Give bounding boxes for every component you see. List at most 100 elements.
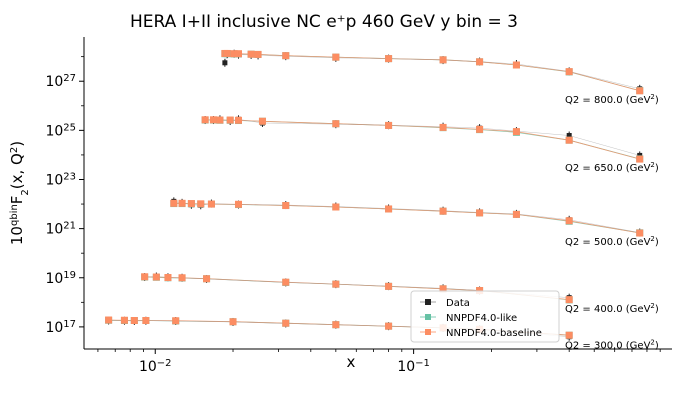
baseline-point <box>512 210 520 218</box>
baseline-point <box>170 199 178 207</box>
baseline-point <box>512 128 520 136</box>
baseline-point <box>385 322 393 330</box>
x-tick-label: 10−2 <box>139 358 172 376</box>
x-axis-label: x <box>347 353 356 371</box>
legend-entry-baseline: NNPDF4.0-baseline <box>420 328 542 339</box>
baseline-point <box>565 136 573 144</box>
baseline-point <box>385 282 393 290</box>
baseline-point <box>636 229 644 237</box>
x-tick-label: 10−1 <box>397 358 430 376</box>
baseline-point <box>142 317 150 325</box>
q2-label: Q2 = 500.0 (GeV2) <box>565 235 659 248</box>
y-tick-label: 1025 <box>45 122 76 140</box>
series-line-data <box>205 119 640 156</box>
baseline-point <box>282 278 290 286</box>
baseline-point <box>282 202 290 210</box>
baseline-point <box>209 116 217 124</box>
baseline-point <box>636 87 644 95</box>
baseline-point <box>141 273 149 281</box>
baseline-point <box>439 207 447 215</box>
chart-title: HERA I+II inclusive NC e⁺p 460 GeV y bin… <box>130 12 518 32</box>
baseline-point <box>439 56 447 64</box>
baseline-point <box>120 316 128 324</box>
baseline-point <box>332 203 340 211</box>
plot-area: Q2 = 300.0 (GeV2) Q2 = 400.0 (GeV2) Q2 = 5… <box>105 49 659 352</box>
series-line-like <box>205 119 640 160</box>
legend-marker-baseline <box>425 329 431 335</box>
baseline-point <box>172 317 180 325</box>
baseline-point <box>226 116 234 124</box>
baseline-point <box>178 199 186 207</box>
baseline-point <box>565 296 573 304</box>
baseline-point <box>229 318 237 326</box>
baseline-point <box>332 280 340 288</box>
q2-group: Q2 = 300.0 (GeV2) <box>105 316 659 352</box>
baseline-point <box>258 117 266 125</box>
baseline-point <box>130 317 138 325</box>
baseline-point <box>282 52 290 60</box>
baseline-point <box>565 331 573 339</box>
baseline-point <box>178 274 186 282</box>
baseline-point <box>332 321 340 329</box>
legend-label-like: NNPDF4.0-like <box>446 313 517 324</box>
baseline-point <box>234 116 242 124</box>
x-axis-ticks: 10−2 10−1 <box>97 349 661 376</box>
baseline-point <box>164 274 172 282</box>
baseline-point <box>234 200 242 208</box>
y-tick-label: 1027 <box>45 73 76 91</box>
baseline-point <box>512 61 520 69</box>
q2-group: Q2 = 650.0 (GeV2) <box>201 115 659 174</box>
baseline-point <box>439 123 447 131</box>
legend-marker-like <box>425 314 431 320</box>
baseline-point <box>234 50 242 58</box>
baseline-point <box>230 50 238 58</box>
legend-marker-data <box>425 299 431 305</box>
baseline-point <box>152 273 160 281</box>
baseline-point <box>439 285 447 293</box>
legend-label-baseline: NNPDF4.0-baseline <box>446 328 542 339</box>
y-tick-label: 1019 <box>45 269 76 287</box>
legend-entry-like: NNPDF4.0-like <box>420 313 517 324</box>
baseline-point <box>223 49 231 57</box>
q2-label: Q2 = 400.0 (GeV2) <box>565 302 659 315</box>
baseline-point <box>476 209 484 217</box>
legend: Data NNPDF4.0-like NNPDF4.0-baseline <box>410 290 560 343</box>
baseline-point <box>187 200 195 208</box>
baseline-point <box>207 200 215 208</box>
data-point <box>566 133 572 139</box>
baseline-point <box>565 68 573 76</box>
q2-group: Q2 = 800.0 (GeV2) <box>221 49 659 106</box>
baseline-point <box>476 58 484 66</box>
legend-label-data: Data <box>446 298 470 309</box>
baseline-point <box>201 116 209 124</box>
q2-group: Q2 = 500.0 (GeV2) <box>170 197 659 248</box>
baseline-point <box>254 50 262 58</box>
y-tick-label: 1021 <box>45 220 76 238</box>
data-point <box>222 60 228 66</box>
series-line-data <box>173 201 640 233</box>
baseline-point <box>105 316 113 324</box>
baseline-point <box>332 53 340 61</box>
baseline-point <box>203 275 211 283</box>
baseline-point <box>197 200 205 208</box>
q2-label: Q2 = 650.0 (GeV2) <box>565 161 659 174</box>
y-axis-ticks: 1017 1019 1021 1023 1025 1027 <box>45 56 84 336</box>
baseline-point <box>476 125 484 133</box>
legend-frame <box>410 290 560 343</box>
legend-entry-data: Data <box>420 298 470 309</box>
baseline-point <box>636 155 644 163</box>
baseline-point <box>385 121 393 129</box>
baseline-point <box>565 217 573 225</box>
q2-label: Q2 = 300.0 (GeV2) <box>565 339 659 352</box>
baseline-point <box>385 205 393 213</box>
baseline-point <box>385 55 393 63</box>
y-axis-label: 10qbinF2(x, Q2) <box>8 141 31 245</box>
q2-label: Q2 = 800.0 (GeV2) <box>565 93 659 106</box>
series-line-baseline <box>205 119 640 160</box>
baseline-point <box>216 116 224 124</box>
baseline-point <box>332 120 340 128</box>
y-tick-label: 1017 <box>45 318 76 336</box>
baseline-point <box>282 319 290 327</box>
y-tick-label: 1023 <box>45 171 76 189</box>
